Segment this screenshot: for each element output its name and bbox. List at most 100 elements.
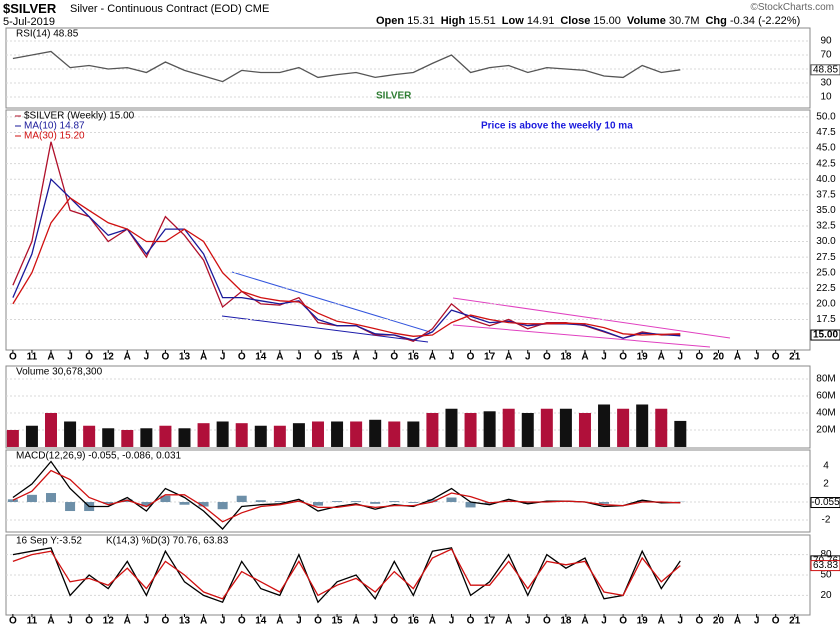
stat-value: 14.91	[526, 15, 555, 27]
volume-bar	[6, 429, 19, 447]
y-tick-label: 20	[820, 590, 832, 601]
x-tick-label: 19	[637, 352, 649, 363]
x-tick-label: A	[581, 352, 588, 363]
volume-bar	[407, 421, 420, 447]
y-tick-label: 37.5	[816, 189, 836, 200]
x-tick-label: A	[276, 352, 283, 363]
volume-bar	[140, 428, 153, 447]
volume-bar	[464, 412, 477, 447]
volume-bar	[102, 428, 115, 447]
x-tick-label: J	[678, 616, 684, 626]
x-tick-label: J	[449, 616, 455, 626]
description: Silver - Continuous Contract (EOD) CME	[70, 3, 270, 15]
y-tick-label: 35.0	[816, 205, 836, 216]
volume-bar	[540, 408, 553, 447]
y-tick-label: 40M	[816, 408, 835, 419]
histogram-bar	[351, 501, 362, 503]
stat-label: Low	[501, 15, 524, 27]
legend-entry: MA(10) 14.87	[24, 121, 85, 132]
volume-bar	[674, 420, 687, 447]
x-tick-label: O	[390, 352, 398, 363]
legend-entry: $SILVER (Weekly) 15.00	[24, 111, 135, 122]
histogram-bar	[312, 502, 323, 506]
x-tick-label: J	[372, 352, 378, 363]
y-tick-label: 80M	[816, 374, 835, 385]
x-tick-label: O	[9, 352, 17, 363]
x-tick-label: O	[314, 616, 322, 626]
x-tick-label: O	[543, 352, 551, 363]
volume-bar	[388, 421, 401, 447]
x-tick-label: 15	[331, 616, 343, 626]
x-tick-label: O	[85, 616, 93, 626]
x-tick-label: 21	[789, 352, 801, 363]
x-tick-label: O	[467, 616, 475, 626]
histogram-bar	[236, 495, 247, 503]
value-tag-label: -0.055	[811, 497, 840, 508]
volume-bar	[197, 423, 210, 447]
x-tick-label: A	[734, 352, 741, 363]
value-tag-label: 63.83	[813, 560, 838, 571]
x-tick-label: 16	[408, 352, 420, 363]
stat-value: 15.00	[593, 15, 621, 27]
x-tick-label: O	[619, 352, 627, 363]
credit: ©StockCharts.com	[750, 2, 834, 13]
volume-bar	[292, 423, 305, 447]
volume-bar	[331, 421, 344, 447]
value-tag	[810, 560, 840, 572]
y-tick-label: 45.0	[816, 143, 836, 154]
volume-bar	[636, 404, 649, 447]
x-tick-label: 14	[255, 352, 267, 363]
x-tick-label: A	[505, 616, 512, 626]
histogram-bar	[332, 501, 343, 503]
histogram-bar	[255, 500, 266, 503]
x-tick-label: J	[220, 616, 226, 626]
value-tag-label: 15.00	[813, 330, 838, 341]
y-tick-label: 25.0	[816, 267, 836, 278]
histogram-bar	[465, 502, 476, 508]
x-tick-label: J	[525, 616, 531, 626]
quote: Open 15.31 High 15.51 Low 14.91 Close 15.00…	[370, 15, 800, 27]
volume-bar	[273, 425, 286, 447]
x-tick-label: J	[754, 352, 760, 363]
y-tick-label: 30	[820, 78, 832, 89]
volume-bar	[445, 408, 458, 447]
volume-bar	[216, 421, 229, 447]
y-tick-label: 60M	[816, 391, 835, 402]
series-line	[12, 177, 681, 341]
x-tick-label: 18	[560, 352, 572, 363]
x-tick-label: 12	[103, 616, 115, 626]
x-tick-label: J	[296, 616, 302, 626]
volume-bar	[159, 425, 172, 447]
x-tick-label: O	[390, 616, 398, 626]
symbol: $SILVER	[3, 1, 57, 16]
volume-bar	[121, 429, 134, 447]
histogram-bar	[103, 502, 114, 504]
stat-label: Volume	[626, 15, 666, 27]
volume-bar	[578, 412, 591, 447]
volume-bar	[45, 412, 58, 447]
x-tick-label: O	[467, 352, 475, 363]
volume-bar	[64, 421, 77, 447]
x-tick-label: 21	[789, 616, 801, 626]
x-tick-label: J	[372, 616, 378, 626]
x-tick-label: O	[9, 616, 17, 626]
y-tick-label: 10	[820, 92, 832, 103]
histogram-bar	[427, 499, 438, 503]
histogram-bar	[141, 502, 152, 507]
volume-bar	[350, 421, 363, 447]
volume-bar	[235, 423, 248, 447]
volume-bar	[598, 404, 611, 447]
volume-bar	[655, 408, 668, 447]
y-tick-label: 40.0	[816, 174, 836, 185]
panel-legend: RSI(14) 48.85	[16, 29, 79, 40]
stat-value: -0.34 (-2.22%)	[729, 15, 801, 27]
x-tick-label: J	[296, 352, 302, 363]
y-tick-label: 20.0	[816, 299, 836, 310]
histogram-bar	[198, 502, 209, 507]
x-tick-label: J	[144, 616, 150, 626]
y-tick-label: 20M	[816, 425, 835, 436]
cursor-readout: 16 Sep Y:-3.52	[16, 536, 82, 547]
trendline	[452, 324, 711, 348]
volume-bar	[426, 412, 439, 447]
